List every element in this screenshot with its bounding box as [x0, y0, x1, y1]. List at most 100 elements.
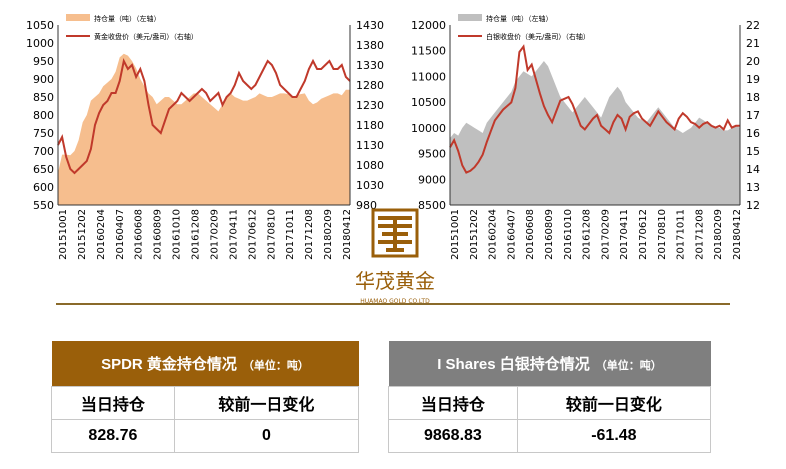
- gold-holdings-table: SPDR 黄金持仓情况 （单位：吨） 当日持仓 较前一日变化 828.76 0: [51, 341, 360, 453]
- silver-current-value: 9868.83: [388, 419, 518, 453]
- gold-ytick-left: 700: [33, 145, 54, 158]
- gold-legend-area-swatch: [66, 14, 90, 21]
- gold-xtick: 20180412: [342, 209, 353, 260]
- silver-xtick: 20160608: [525, 209, 536, 260]
- gold-xtick: 20160608: [134, 209, 145, 260]
- gold-xtick: 20151202: [77, 209, 88, 260]
- gold-ytick-right: 1430: [356, 19, 384, 32]
- silver-xtick: 20160809: [544, 209, 555, 260]
- gold-holdings-area: [58, 53, 350, 205]
- silver-holdings-chart: 12000 11500 11000 10500 10000 9500 9000 8500 22 2…: [411, 14, 760, 260]
- gold-xtick: 20160407: [115, 209, 126, 260]
- silver-col-change: 较前一日变化: [516, 386, 712, 420]
- silver-ytick-right: 22: [746, 19, 760, 32]
- gold-ytick-left: 750: [33, 127, 54, 140]
- silver-ytick-right: 13: [746, 181, 760, 194]
- logo-title: 华茂黄金: [355, 269, 435, 293]
- gold-ytick-left: 950: [33, 55, 54, 68]
- silver-ytick-right: 19: [746, 73, 760, 86]
- gold-xtick: 20170209: [209, 209, 220, 260]
- gold-xtick: 20170411: [228, 209, 239, 260]
- silver-ytick-left: 12000: [411, 19, 446, 32]
- silver-ytick-right: 12: [746, 199, 760, 212]
- gold-ytick-right: 1330: [356, 59, 384, 72]
- silver-xtick: 20151202: [469, 209, 480, 260]
- silver-xtick: 20170612: [638, 209, 649, 260]
- gold-price-line: [57, 58, 351, 175]
- gold-col-current: 当日持仓: [51, 386, 175, 420]
- gold-ytick-right: 1080: [356, 159, 384, 172]
- gold-xtick: 20180209: [323, 209, 334, 260]
- silver-legend-area: 持仓量（吨）（左轴）: [486, 14, 553, 23]
- gold-xtick: 20160809: [153, 209, 164, 260]
- silver-ytick-right: 15: [746, 145, 760, 158]
- silver-ytick-right: 21: [746, 37, 760, 50]
- gold-table-unit: （单位：吨）: [242, 360, 309, 372]
- gold-ytick-left: 550: [33, 199, 54, 212]
- gold-xtick: 20170810: [266, 209, 277, 260]
- silver-table-unit: （单位：吨）: [595, 360, 662, 372]
- gold-ytick-right: 1230: [356, 99, 384, 112]
- gold-change-value: 0: [173, 419, 360, 453]
- gold-xtick: 20170612: [247, 209, 258, 260]
- silver-ytick-right: 16: [746, 127, 760, 140]
- silver-col-current: 当日持仓: [388, 386, 518, 420]
- silver-ytick-right: 20: [746, 55, 760, 68]
- silver-table-header: I Shares 白银持仓情况 （单位：吨）: [388, 341, 711, 387]
- huamao-gold-logo: 华茂黄金 HUAMAO GOLD CO.LTD: [340, 208, 450, 308]
- silver-ytick-right: 17: [746, 109, 760, 122]
- gold-ytick-left: 850: [33, 91, 54, 104]
- silver-holdings-table: I Shares 白银持仓情况 （单位：吨） 当日持仓 较前一日变化 9868.8…: [388, 341, 712, 453]
- gold-ytick-right: 1030: [356, 179, 384, 192]
- gold-xtick: 20171011: [285, 209, 296, 260]
- silver-xtick: 20170411: [619, 209, 630, 260]
- gold-ytick-left: 600: [33, 181, 54, 194]
- silver-ytick-right: 18: [746, 91, 760, 104]
- section-divider: [56, 303, 730, 305]
- silver-xtick: 20160204: [488, 209, 499, 260]
- silver-ytick-left: 9000: [418, 173, 446, 186]
- silver-ytick-left: 11000: [411, 70, 446, 83]
- silver-xtick: 20170209: [600, 209, 611, 260]
- silver-ytick-left: 10500: [411, 96, 446, 109]
- gold-table-header: SPDR 黄金持仓情况 （单位：吨）: [51, 341, 359, 387]
- gold-xtick: 20161010: [172, 209, 183, 260]
- gold-xtick: 20160204: [96, 209, 107, 260]
- gold-ytick-right: 1380: [356, 39, 384, 52]
- silver-xtick: 20160407: [506, 209, 517, 260]
- silver-legend-area-swatch: [458, 14, 482, 21]
- silver-price-line: [449, 44, 740, 174]
- silver-table-title: I Shares 白银持仓情况: [437, 356, 590, 373]
- gold-legend-area: 持仓量（吨）（左轴）: [94, 14, 161, 23]
- silver-change-value: -61.48: [516, 419, 712, 453]
- silver-xtick: 20151001: [450, 209, 461, 260]
- silver-ytick-left: 9500: [418, 148, 446, 161]
- logo-seal-icon: 华茂黄金 HUAMAO GOLD CO.LTD: [355, 208, 435, 305]
- gold-xtick: 20171208: [304, 209, 315, 260]
- silver-ytick-left: 10000: [411, 122, 446, 135]
- gold-xtick: 20161208: [191, 209, 202, 260]
- silver-xtick: 20171208: [694, 209, 705, 260]
- silver-xtick: 20170810: [657, 209, 668, 260]
- gold-holdings-chart: 1050 1000 950 900 850 800 750 700 650 600 550 1430 1…: [26, 14, 384, 260]
- gold-ytick-right: 1180: [356, 119, 384, 132]
- silver-xtick: 20161208: [582, 209, 593, 260]
- gold-ytick-right: 1130: [356, 139, 384, 152]
- gold-legend-line: 黄金收盘价（美元/盎司）（右轴）: [94, 32, 198, 41]
- gold-xtick: 20151001: [58, 209, 69, 260]
- silver-legend-line: 白银收盘价（美元/盎司）（右轴）: [486, 32, 590, 41]
- silver-xtick: 20180412: [732, 209, 743, 260]
- silver-holdings-area: [450, 61, 740, 205]
- silver-ytick-left: 8500: [418, 199, 446, 212]
- silver-ytick-left: 11500: [411, 45, 446, 58]
- silver-xtick: 20180209: [713, 209, 724, 260]
- silver-xtick: 20171011: [676, 209, 687, 260]
- silver-xtick: 20161010: [563, 209, 574, 260]
- gold-current-value: 828.76: [51, 419, 175, 453]
- gold-col-change: 较前一日变化: [173, 386, 360, 420]
- gold-ytick-left: 900: [33, 73, 54, 86]
- silver-ytick-right: 14: [746, 163, 760, 176]
- gold-ytick-left: 800: [33, 109, 54, 122]
- gold-ytick-left: 650: [33, 163, 54, 176]
- gold-ytick-left: 1050: [26, 19, 54, 32]
